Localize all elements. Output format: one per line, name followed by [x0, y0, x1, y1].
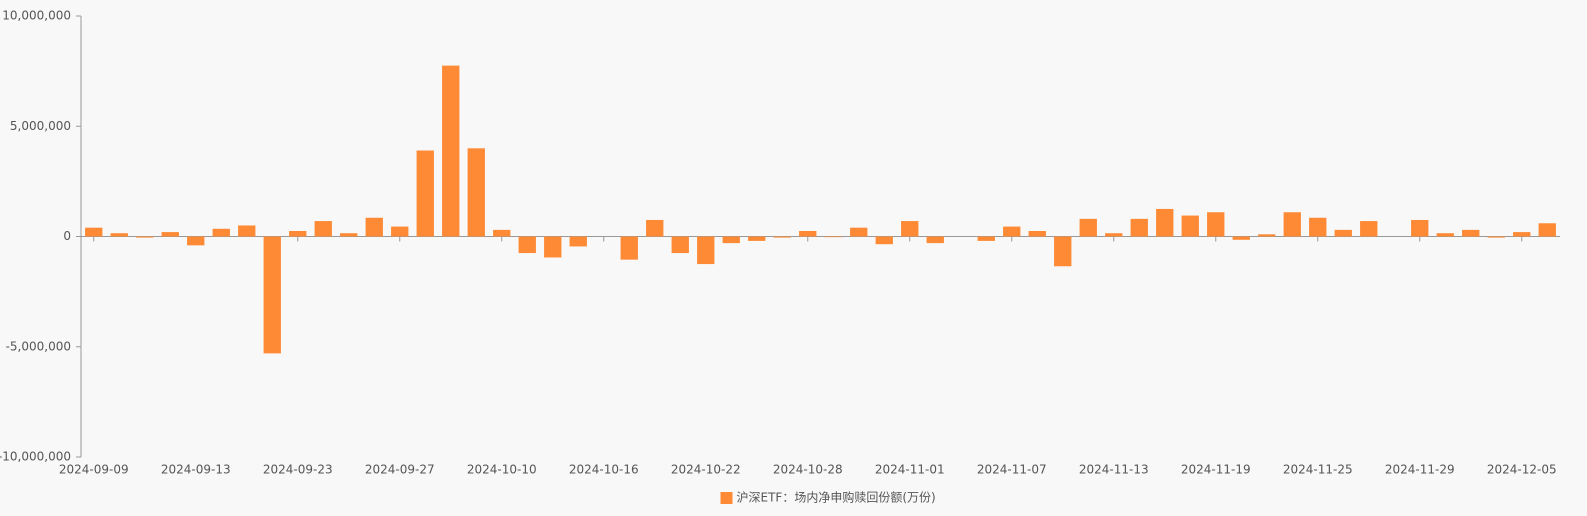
x-tick-label: 2024-10-28	[773, 463, 843, 477]
bar	[1028, 230, 1046, 237]
bar	[926, 236, 944, 244]
bar	[697, 236, 715, 265]
bar	[263, 236, 281, 354]
x-tick-label: 2024-11-25	[1283, 463, 1353, 477]
bar	[467, 148, 485, 237]
bar	[1462, 229, 1480, 237]
bar	[1232, 236, 1250, 240]
bar	[365, 217, 383, 237]
bar	[748, 236, 766, 241]
x-tick-label: 2024-12-05	[1487, 463, 1557, 477]
bar	[493, 229, 511, 237]
x-tick-label: 2024-09-27	[365, 463, 435, 477]
x-tick-label: 2024-10-10	[467, 463, 537, 477]
bar	[977, 236, 995, 241]
bar	[1003, 226, 1021, 237]
bar	[289, 230, 307, 237]
bar	[569, 236, 587, 247]
bar	[1156, 208, 1174, 237]
bar	[901, 221, 919, 237]
bar	[1054, 236, 1072, 267]
bar	[1411, 219, 1429, 237]
bar	[161, 232, 179, 237]
y-tick-label: -5,000,000	[6, 339, 71, 353]
x-tick-label: 2024-09-13	[161, 463, 231, 477]
y-tick-label: -10,000,000	[0, 450, 71, 464]
bar	[187, 236, 205, 246]
bar	[850, 227, 868, 237]
bar	[1207, 212, 1225, 237]
bar	[1487, 236, 1505, 238]
bar	[518, 236, 536, 254]
bar	[1258, 234, 1276, 237]
x-tick-label: 2024-11-29	[1385, 463, 1455, 477]
bar	[646, 219, 664, 237]
bar	[238, 225, 256, 237]
bar	[1436, 233, 1454, 237]
bar	[314, 221, 332, 237]
bar	[544, 236, 562, 258]
bar	[442, 65, 460, 237]
bar	[1360, 221, 1378, 237]
x-tick-label: 2024-09-09	[59, 463, 129, 477]
bar	[1334, 229, 1352, 237]
bar	[1130, 218, 1148, 237]
bar	[722, 236, 740, 244]
bar	[416, 150, 434, 237]
bar	[1079, 218, 1097, 237]
bar	[799, 230, 817, 237]
bar	[212, 228, 230, 237]
x-tick-label: 2024-11-07	[977, 463, 1047, 477]
y-tick-label: 10,000,000	[2, 9, 71, 23]
bar	[1105, 233, 1123, 237]
bar	[824, 236, 842, 238]
bar	[620, 236, 638, 260]
bar	[1538, 223, 1556, 237]
bar	[110, 233, 128, 237]
bar	[1283, 212, 1301, 237]
bar	[875, 236, 893, 245]
bar	[1513, 232, 1531, 237]
bar	[773, 236, 791, 238]
x-tick-label: 2024-11-13	[1079, 463, 1149, 477]
y-tick-label: 0	[63, 229, 71, 243]
bar	[1309, 217, 1327, 237]
x-tick-label: 2024-10-16	[569, 463, 639, 477]
bar	[671, 236, 689, 254]
bar	[136, 236, 154, 238]
x-tick-label: 2024-10-22	[671, 463, 741, 477]
bar	[340, 233, 358, 237]
y-tick-label: 5,000,000	[10, 119, 71, 133]
bar	[391, 226, 409, 237]
x-tick-label: 2024-09-23	[263, 463, 333, 477]
bar	[85, 227, 103, 237]
x-tick-label: 2024-11-19	[1181, 463, 1251, 477]
legend-swatch	[720, 492, 733, 504]
bar	[1181, 215, 1199, 237]
x-tick-label: 2024-11-01	[875, 463, 945, 477]
legend-label: 沪深ETF：场内净申购赎回份额(万份)	[737, 490, 936, 505]
